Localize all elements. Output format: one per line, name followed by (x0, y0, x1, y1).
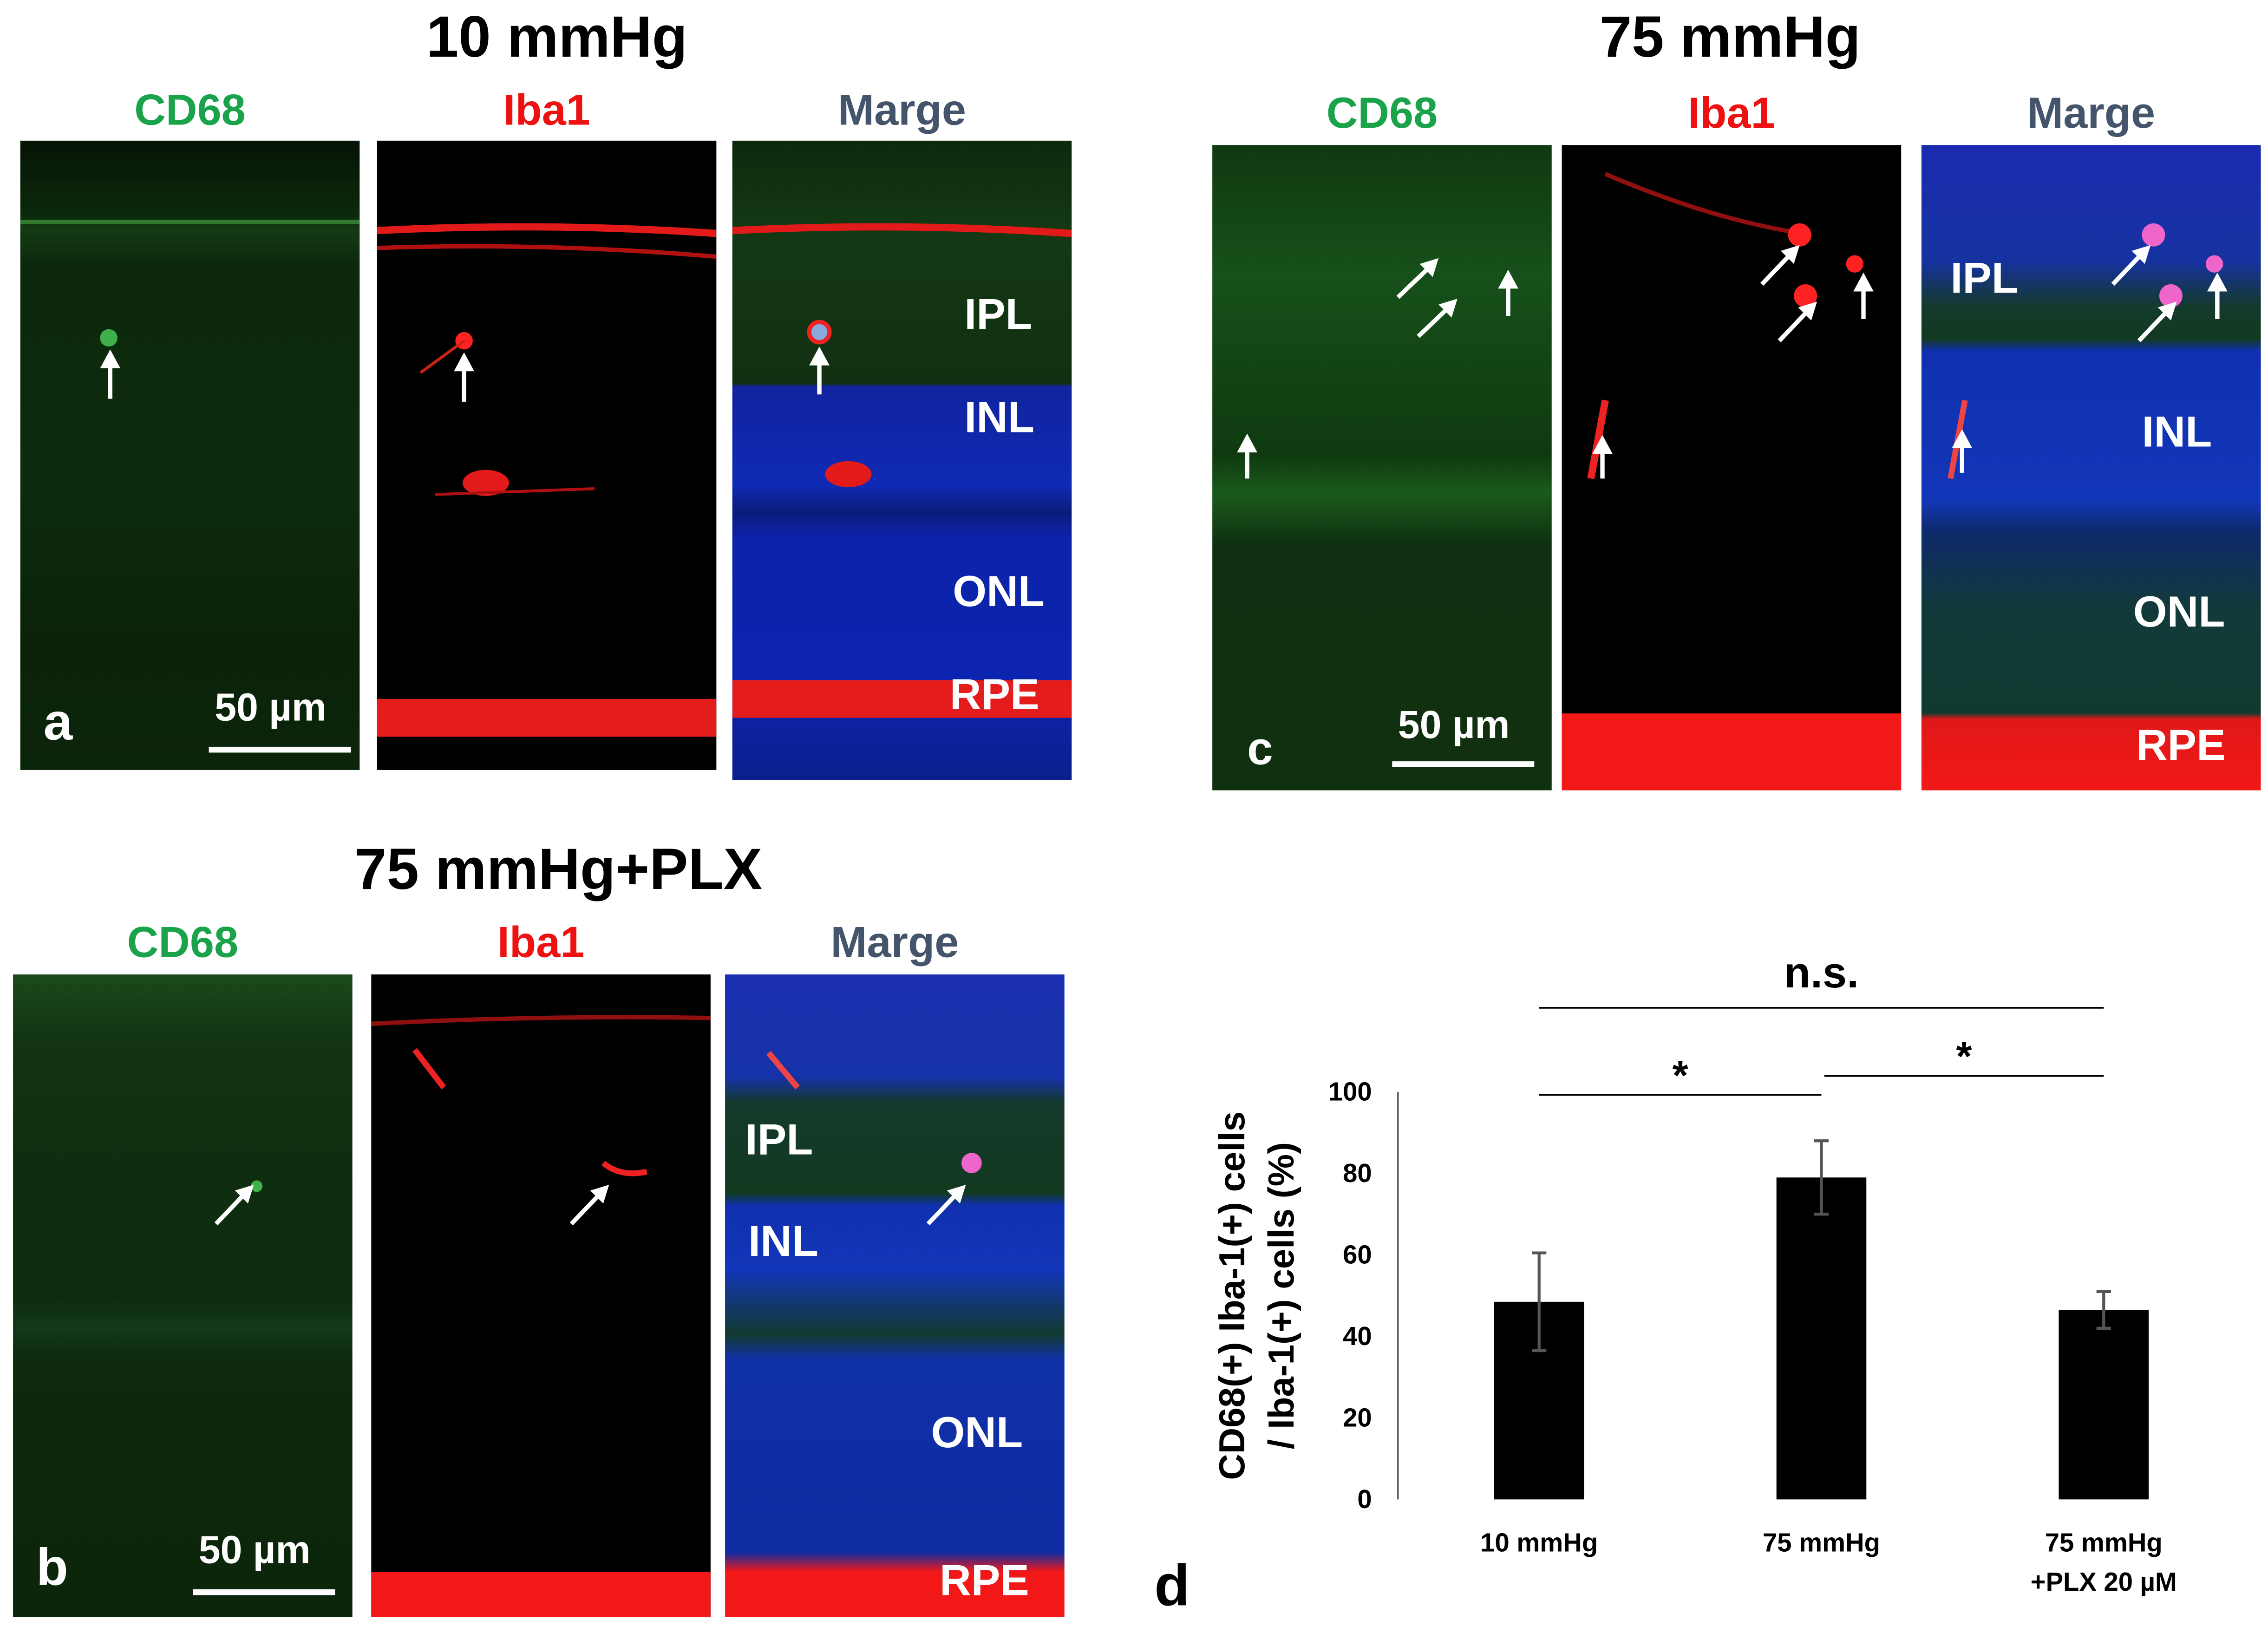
panel-b-merge-label: Marge (830, 919, 959, 967)
panel-a-merge-label: Marge (838, 87, 966, 135)
panel-b-letter: b (36, 1537, 68, 1597)
panel-a-layer-rpe: RPE (950, 671, 1039, 719)
panel-b-cd68-label: CD68 (127, 919, 239, 967)
panel-d-letter: d (1154, 1554, 1190, 1619)
panel-a-letter: a (43, 692, 73, 751)
panel-b-scale-text: 50 µm (198, 1528, 311, 1572)
panel-a-scale-text: 50 µm (215, 686, 327, 730)
panel-b-merge-image: IPL INL ONL RPE (725, 974, 1065, 1617)
panel-a-title: 10 mmHg (426, 6, 688, 70)
panel-b-title: 75 mmHg+PLX (354, 838, 763, 902)
panel-c-cd68-image: c 50 µm (1212, 145, 1552, 790)
y-tick-label: 100 (1328, 1077, 1372, 1106)
panel-a-iba1-image (377, 140, 717, 770)
panel-a-cd68-label: CD68 (134, 87, 246, 135)
significance-label: * (1956, 1033, 1972, 1079)
x-tick-label: 75 mmHg (1763, 1528, 1880, 1557)
panel-c-scale-bar (1392, 761, 1535, 767)
significance-label: n.s. (1784, 948, 1859, 997)
panel-b-layer-rpe: RPE (940, 1557, 1029, 1606)
y-tick-label: 20 (1343, 1403, 1372, 1432)
y-tick-label: 80 (1343, 1158, 1372, 1188)
panel-c-cd68-label: CD68 (1326, 90, 1438, 138)
panel-a-layer-inl: INL (964, 394, 1035, 443)
panel-c-scale-text: 50 µm (1398, 703, 1510, 747)
panel-b-iba1-image (371, 974, 711, 1617)
y-tick-label: 40 (1343, 1321, 1372, 1351)
x-tick-label: 10 mmHg (1480, 1528, 1598, 1557)
panel-c-layer-rpe: RPE (2136, 722, 2226, 770)
panel-b-iba1-label: Iba1 (497, 919, 585, 967)
panel-c-title: 75 mmHg (1599, 6, 1861, 70)
panel-c-iba1-label: Iba1 (1688, 90, 1775, 138)
panel-d-chart: 0 20 40 60 80 100 CD68(+) Iba-1(+) cells / Iba-… (1211, 948, 2177, 1596)
panel-a-merge-image: IPL INL ONL RPE (732, 140, 1072, 780)
panel-c-letter: c (1247, 722, 1273, 775)
panel-c-layer-inl: INL (2142, 409, 2212, 457)
panel-b-layer-inl: INL (748, 1218, 818, 1266)
panel-c-layer-ipl: IPL (1950, 255, 2019, 303)
panel-c-merge-label: Marge (2027, 90, 2156, 138)
y-tick-label: 0 (1357, 1484, 1372, 1514)
y-axis-label: / Iba-1(+) cells (%) (1261, 1142, 1301, 1449)
y-axis-label: CD68(+) Iba-1(+) cells (1211, 1111, 1252, 1480)
panel-c-iba1-image (1562, 145, 1902, 790)
panel-b-layer-ipl: IPL (745, 1117, 813, 1165)
significance-label: * (1673, 1052, 1688, 1098)
panel-b-scale-bar (193, 1589, 335, 1595)
panel-a-layer-ipl: IPL (964, 291, 1032, 340)
y-tick-label: 60 (1343, 1240, 1372, 1269)
panel-b-layer-onl: ONL (931, 1409, 1023, 1457)
bar (2059, 1310, 2149, 1500)
panel-a-scale-bar (209, 746, 351, 753)
panel-c-layer-onl: ONL (2133, 588, 2225, 637)
panel-a-layer-onl: ONL (953, 568, 1045, 616)
x-tick-label: 75 mmHg (2045, 1528, 2163, 1557)
bar (1776, 1177, 1867, 1500)
x-tick-label: +PLX 20 µM (2031, 1567, 2177, 1596)
panel-a-cd68-image: a 50 µm (20, 140, 360, 770)
panel-c-merge-image: IPL INL ONL RPE (1921, 145, 2261, 790)
panel-b-cd68-image: b 50 µm (13, 974, 353, 1617)
panel-a-iba1-label: Iba1 (503, 87, 590, 135)
